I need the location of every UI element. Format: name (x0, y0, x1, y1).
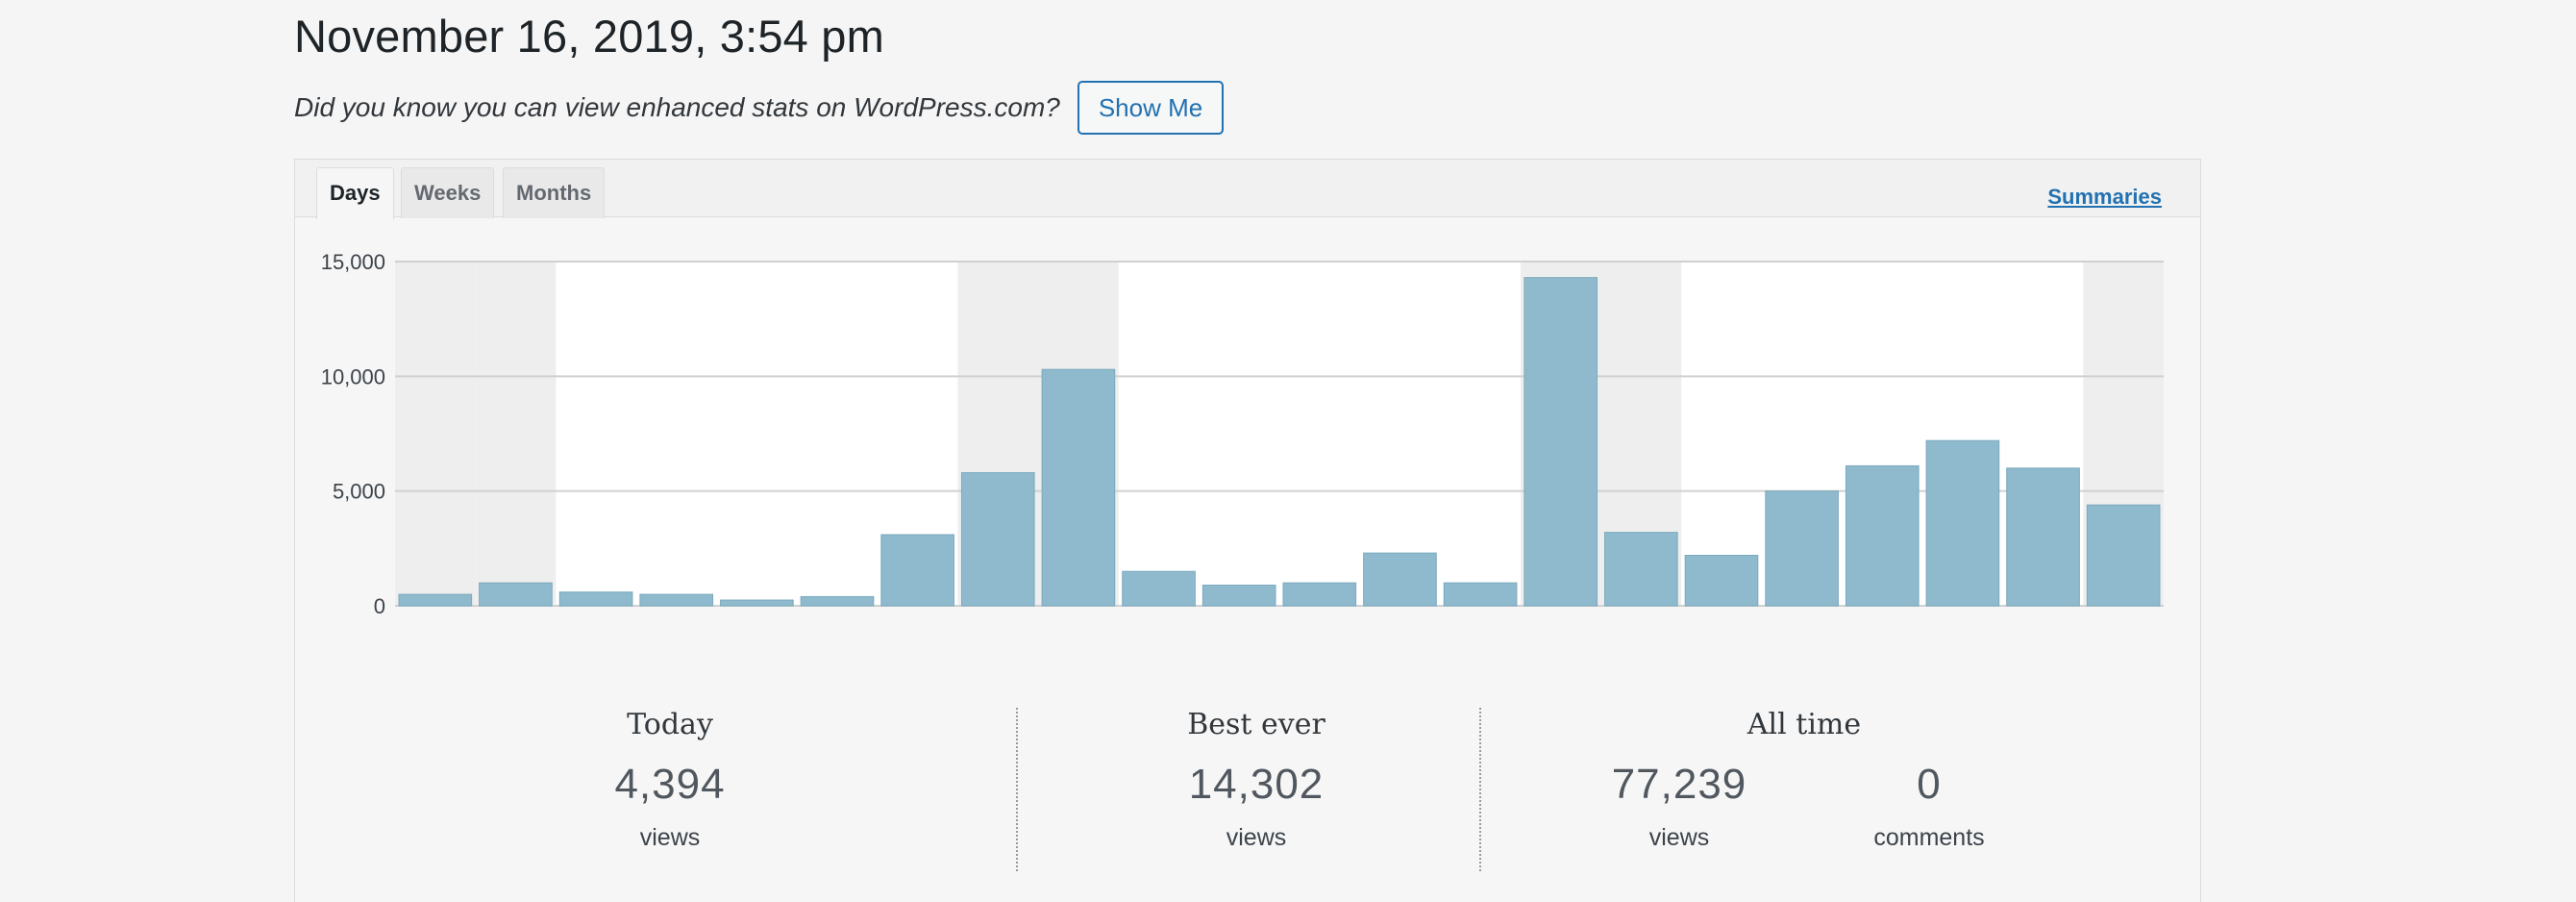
bar (639, 593, 714, 607)
weekend-band (475, 262, 557, 606)
x-tick-label: Nov 4 (1131, 619, 1186, 621)
x-tick-label: Nov 12 (1769, 619, 1836, 621)
x-tick-label: Nov 16 (2090, 619, 2157, 621)
y-tick-label: 15,000 (321, 250, 385, 274)
all-time-views-value: 77,239 (1611, 761, 1747, 808)
best-ever-heading: Best ever (1187, 708, 1325, 741)
bar (479, 582, 553, 607)
promo-text: Did you know you can view enhanced stats… (294, 92, 1060, 122)
best-ever-views-unit: views (1226, 824, 1287, 851)
enhanced-stats-promo: Did you know you can view enhanced stats… (294, 81, 1225, 135)
show-me-button[interactable]: Show Me (1077, 81, 1225, 135)
tab-days[interactable]: Days (316, 167, 394, 219)
x-tick-label: Nov 8 (1452, 619, 1507, 621)
period-tab-bar: Days Weeks Months Summaries (295, 160, 2200, 219)
bar (1523, 277, 1598, 607)
summary-divider (1479, 708, 1481, 871)
bar (1684, 554, 1759, 607)
today-summary: Today 4,394 views (574, 708, 766, 852)
bar (1765, 490, 1839, 607)
bar (398, 593, 473, 607)
tab-months[interactable]: Months (503, 167, 606, 218)
bar (960, 472, 1035, 607)
all-time-comments-unit: comments (1873, 824, 1985, 851)
bar (880, 534, 954, 607)
bar (720, 599, 794, 607)
summaries-link[interactable]: Summaries (2047, 185, 2162, 209)
bar (1604, 532, 1678, 607)
y-tick-label: 10,000 (321, 364, 385, 388)
today-heading: Today (627, 708, 713, 741)
y-tick-label: 5,000 (333, 480, 385, 504)
views-bar-chart: 0 5,000 10,000 15,000 Oct 27 Oct 29 Oct 31 Nov … (321, 250, 2164, 621)
x-tick-label: Nov 14 (1929, 619, 1996, 621)
all-time-views-unit: views (1648, 824, 1710, 851)
bar (2086, 504, 2161, 607)
bar (1845, 464, 1920, 607)
bar (1925, 439, 2000, 607)
best-ever-views-value: 14,302 (1188, 761, 1325, 808)
bar (1122, 570, 1196, 607)
bar (2006, 467, 2080, 607)
bar (1363, 552, 1437, 607)
best-ever-summary: Best ever 14,302 views (1141, 708, 1372, 852)
bar (558, 591, 633, 607)
x-tick-label: Nov 2 (971, 619, 1026, 621)
today-views-unit: views (639, 824, 701, 851)
y-tick-label: 0 (374, 594, 385, 618)
all-time-comments: 0 comments (1814, 741, 2044, 852)
tab-weeks[interactable]: Weeks (401, 167, 495, 218)
bar (800, 595, 875, 607)
x-tick-label: Nov 6 (1292, 619, 1347, 621)
bar (1443, 582, 1518, 607)
weekend-band (395, 262, 476, 606)
x-tick-label: Nov 10 (1608, 619, 1675, 621)
all-time-views: 77,239 views (1564, 741, 1795, 852)
stats-panel: Days Weeks Months Summaries 0 5,000 10,000… (294, 159, 2201, 902)
all-time-summary: All time 77,239 views 0 comments (1564, 708, 2044, 852)
summary-divider (1016, 708, 1018, 871)
all-time-comments-value: 0 (1917, 761, 1942, 808)
x-tick-label: Oct 27 (484, 619, 547, 621)
all-time-values: 77,239 views 0 comments (1564, 741, 2044, 852)
x-tick-label: Oct 31 (806, 619, 869, 621)
all-time-heading: All time (1746, 708, 1862, 741)
bar (1041, 368, 1116, 607)
stats-summary: Today 4,394 views Best ever 14,302 views… (295, 708, 2200, 900)
page-title: November 16, 2019, 3:54 pm (294, 11, 884, 62)
x-tick-label: Oct 29 (645, 619, 707, 621)
bar (1201, 585, 1276, 607)
today-views-value: 4,394 (614, 761, 726, 808)
bar (1282, 582, 1357, 607)
